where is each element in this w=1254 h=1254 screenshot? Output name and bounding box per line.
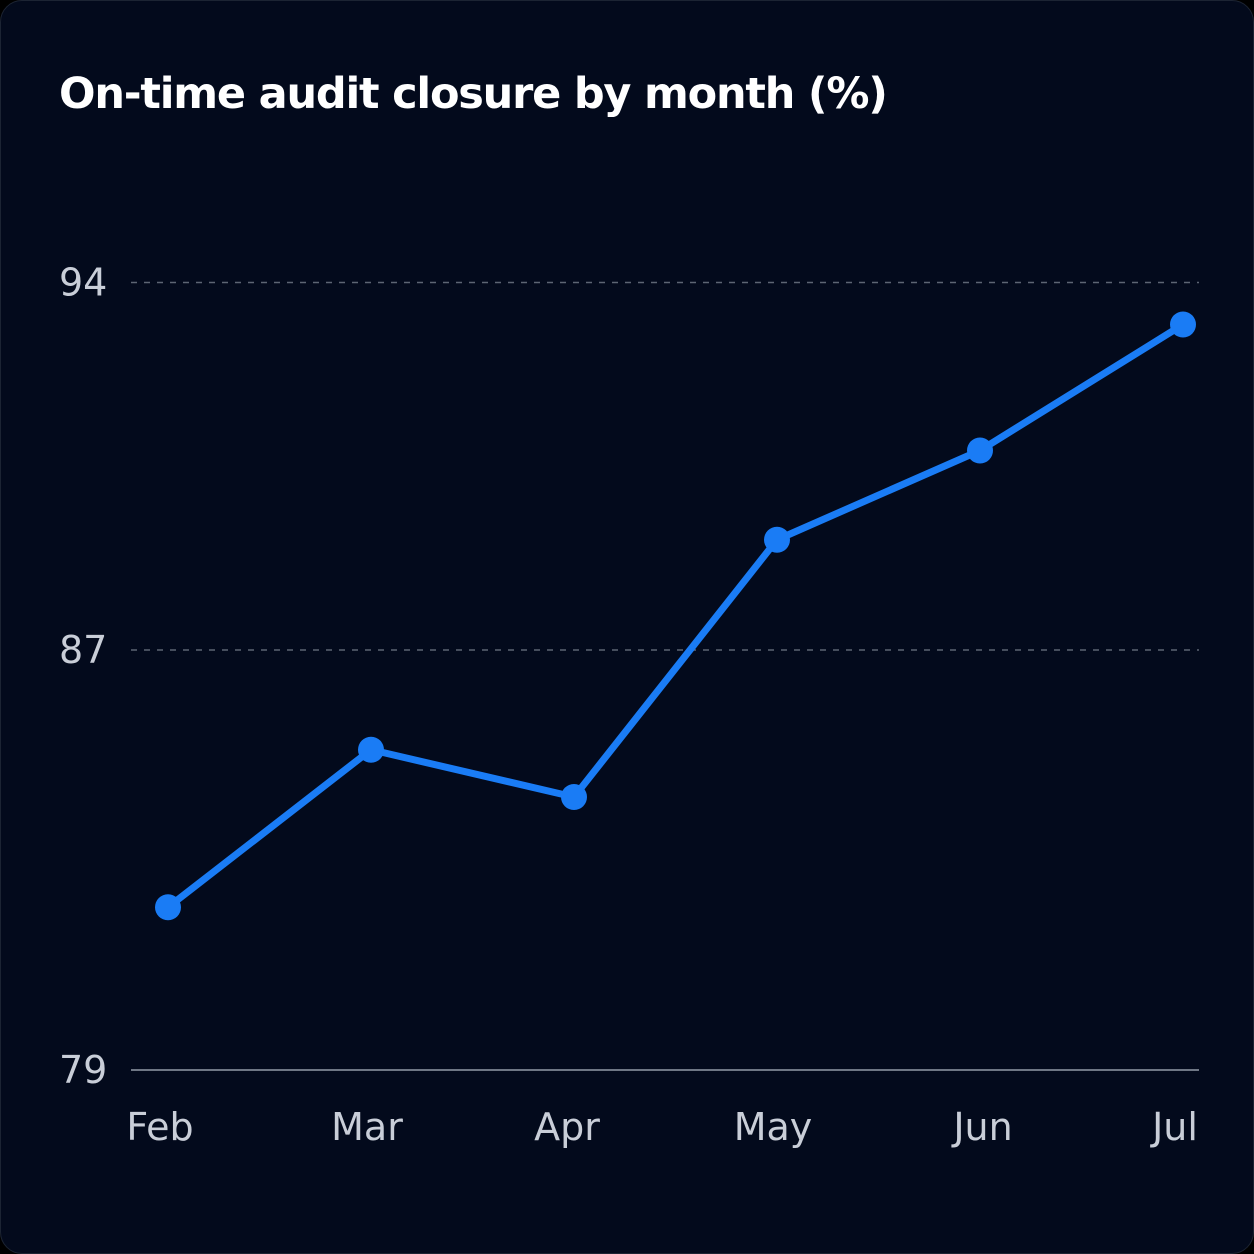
x-tick-label: Mar bbox=[331, 1105, 403, 1149]
data-point bbox=[358, 736, 384, 763]
data-point bbox=[155, 894, 181, 921]
series-line bbox=[164, 321, 1187, 911]
data-point bbox=[561, 784, 587, 810]
chart-title: On-time audit closure by month (%) bbox=[59, 69, 888, 119]
x-tick-label: Jul bbox=[1150, 1105, 1198, 1149]
y-tick-label: 79 bbox=[59, 1048, 107, 1092]
gridlines bbox=[131, 281, 1199, 651]
data-points bbox=[155, 311, 1196, 921]
data-point bbox=[1170, 311, 1196, 338]
x-tick-labels: Feb Mar Apr May Jun Jul bbox=[126, 1105, 1198, 1149]
series-line-path bbox=[164, 321, 1187, 911]
y-tick-label: 87 bbox=[59, 628, 107, 672]
x-tick-label: Apr bbox=[534, 1105, 600, 1149]
x-tick-label: Jun bbox=[951, 1105, 1012, 1149]
y-tick-labels: 79 87 94 bbox=[59, 261, 107, 1093]
x-tick-label: Feb bbox=[126, 1105, 193, 1149]
x-tick-label: May bbox=[734, 1105, 813, 1149]
data-point bbox=[764, 526, 790, 553]
y-tick-label: 94 bbox=[59, 261, 107, 305]
data-point bbox=[967, 437, 993, 464]
